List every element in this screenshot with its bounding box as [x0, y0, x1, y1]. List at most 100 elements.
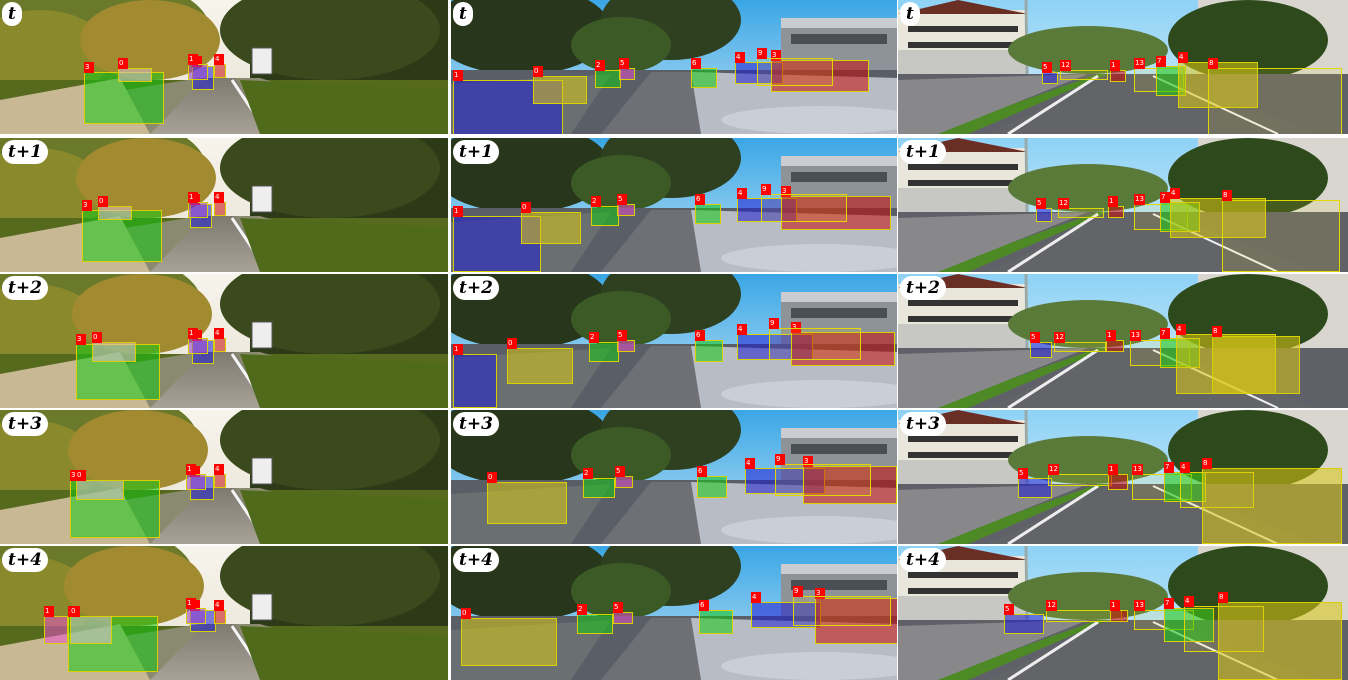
track-id-badge: 8: [1218, 592, 1228, 603]
frame-sequence-a-row-1: t30214: [0, 0, 448, 134]
track-id-badge: 12: [1058, 198, 1069, 209]
track-id-badge: 8: [1222, 190, 1232, 201]
track-id-badge: 12: [1054, 332, 1065, 343]
track-id-badge: 4: [1180, 462, 1190, 473]
tracked-object-box: 0: [76, 470, 124, 500]
track-id-badge: 8: [1212, 326, 1222, 337]
tracked-object-box: 5: [1004, 604, 1044, 634]
track-id-badge: 3: [815, 588, 825, 599]
track-id-badge: 4: [214, 464, 224, 475]
track-id-badge: 5: [1018, 468, 1028, 479]
time-step-label: t+2: [900, 276, 946, 300]
tracked-object-box: 8: [1202, 458, 1342, 544]
track-id-badge: 5: [617, 330, 627, 341]
track-id-badge: 3: [82, 200, 92, 211]
track-id-badge: 2: [583, 468, 593, 479]
track-id-badge: 1: [453, 206, 463, 217]
tracked-object-box: 4: [214, 192, 226, 216]
track-id-badge: 1: [186, 598, 196, 609]
time-step-label: t+1: [900, 140, 946, 164]
track-id-badge: 3: [84, 62, 94, 73]
track-id-badge: 0: [76, 470, 86, 481]
tracked-object-box: 2: [589, 332, 619, 362]
track-id-badge: 12: [1046, 600, 1057, 611]
road-scene-image: [0, 138, 448, 272]
track-id-badge: 0: [118, 58, 128, 69]
tracked-object-box: 6: [699, 600, 733, 634]
track-id-badge: 5: [617, 194, 627, 205]
track-id-badge: 0: [487, 472, 497, 483]
track-id-badge: 7: [1156, 56, 1166, 67]
time-step-label: t: [453, 2, 473, 26]
tracked-object-box: 4: [751, 592, 821, 628]
track-id-badge: 1: [186, 464, 196, 475]
tracked-object-box: 0: [98, 196, 132, 220]
track-id-badge: 1: [453, 344, 463, 355]
tracked-object-box: 5: [617, 194, 635, 216]
tracked-object-box: 0: [118, 58, 152, 82]
track-id-badge: 0: [507, 338, 517, 349]
track-id-badge: 5: [613, 602, 623, 613]
frame-sequence-a-row-3: t+230214: [0, 274, 448, 408]
tracked-object-box: 1: [186, 598, 206, 624]
tracked-object-box: 1: [1108, 196, 1124, 218]
track-id-badge: 5: [619, 58, 629, 69]
tracked-object-box: 0: [70, 606, 112, 644]
tracked-object-box: 0: [521, 202, 581, 244]
tracked-object-box: 3: [815, 588, 897, 644]
time-step-label: t: [2, 2, 22, 26]
tracked-object-box: 2: [595, 60, 621, 88]
track-id-badge: 9: [757, 48, 767, 59]
track-id-badge: 6: [695, 330, 705, 341]
track-id-badge: 7: [1160, 328, 1170, 339]
track-id-badge: 0: [70, 606, 80, 617]
time-step-label: t+2: [453, 276, 499, 300]
track-id-badge: 7: [1164, 598, 1174, 609]
track-id-badge: 13: [1130, 330, 1141, 341]
track-id-badge: 5: [1042, 62, 1052, 73]
track-id-badge: 9: [793, 586, 803, 597]
tracked-object-box: 3: [791, 322, 895, 366]
tracked-object-box: 4: [214, 600, 226, 624]
track-id-badge: 6: [697, 466, 707, 477]
tracked-object-box: 0: [533, 66, 587, 104]
track-id-badge: 1: [1106, 330, 1116, 341]
tracked-object-box: 6: [697, 466, 727, 498]
tracked-object-box: 6: [695, 194, 721, 224]
tracked-object-box: 1: [1106, 330, 1124, 352]
tracked-object-box: 12: [1058, 198, 1104, 218]
tracked-object-box: 4: [214, 328, 226, 352]
track-id-badge: 3: [803, 456, 813, 467]
tracked-object-box: 4: [1170, 188, 1266, 238]
tracked-object-box: 1: [453, 206, 541, 272]
track-id-badge: 12: [1060, 60, 1071, 71]
track-id-badge: 4: [1178, 52, 1188, 63]
frame-sequence-c-row-4: t+3 5 12 1 13 7 4 8: [898, 410, 1348, 544]
tracked-object-box: 9: [757, 48, 833, 86]
frame-sequence-c-row-3: t+2 5 12 1 13 7 4 8: [898, 274, 1348, 408]
tracked-object-box: 5: [1030, 332, 1052, 358]
tracked-object-box: 4: [214, 54, 226, 78]
tracked-object-box: 0: [461, 608, 557, 666]
track-id-badge: 1: [188, 328, 198, 339]
track-id-badge: 1: [1108, 464, 1118, 475]
time-step-label: t+3: [2, 412, 48, 436]
track-id-badge: 1: [1108, 196, 1118, 207]
track-id-badge: 7: [1164, 462, 1174, 473]
tracked-object-box: 7: [1164, 598, 1214, 642]
track-id-badge: 7: [1160, 192, 1170, 203]
tracked-object-box: 8: [1208, 58, 1342, 134]
column-sequence-a: t30214 t+130214 t+230214: [0, 0, 448, 680]
road-scene-image: [898, 138, 1348, 272]
frame-sequence-b-row-3: t+2 1 0 2 5 6 4 3 9: [451, 274, 897, 408]
time-step-label: t+3: [453, 412, 499, 436]
tracked-object-box: 8: [1222, 190, 1340, 272]
tracked-object-box: 7: [1164, 462, 1206, 502]
track-id-badge: 12: [1048, 464, 1059, 475]
track-id-badge: 3: [76, 334, 86, 345]
track-id-badge: 4: [745, 458, 755, 469]
time-step-label: t+3: [900, 412, 946, 436]
time-step-label: t+1: [2, 140, 48, 164]
